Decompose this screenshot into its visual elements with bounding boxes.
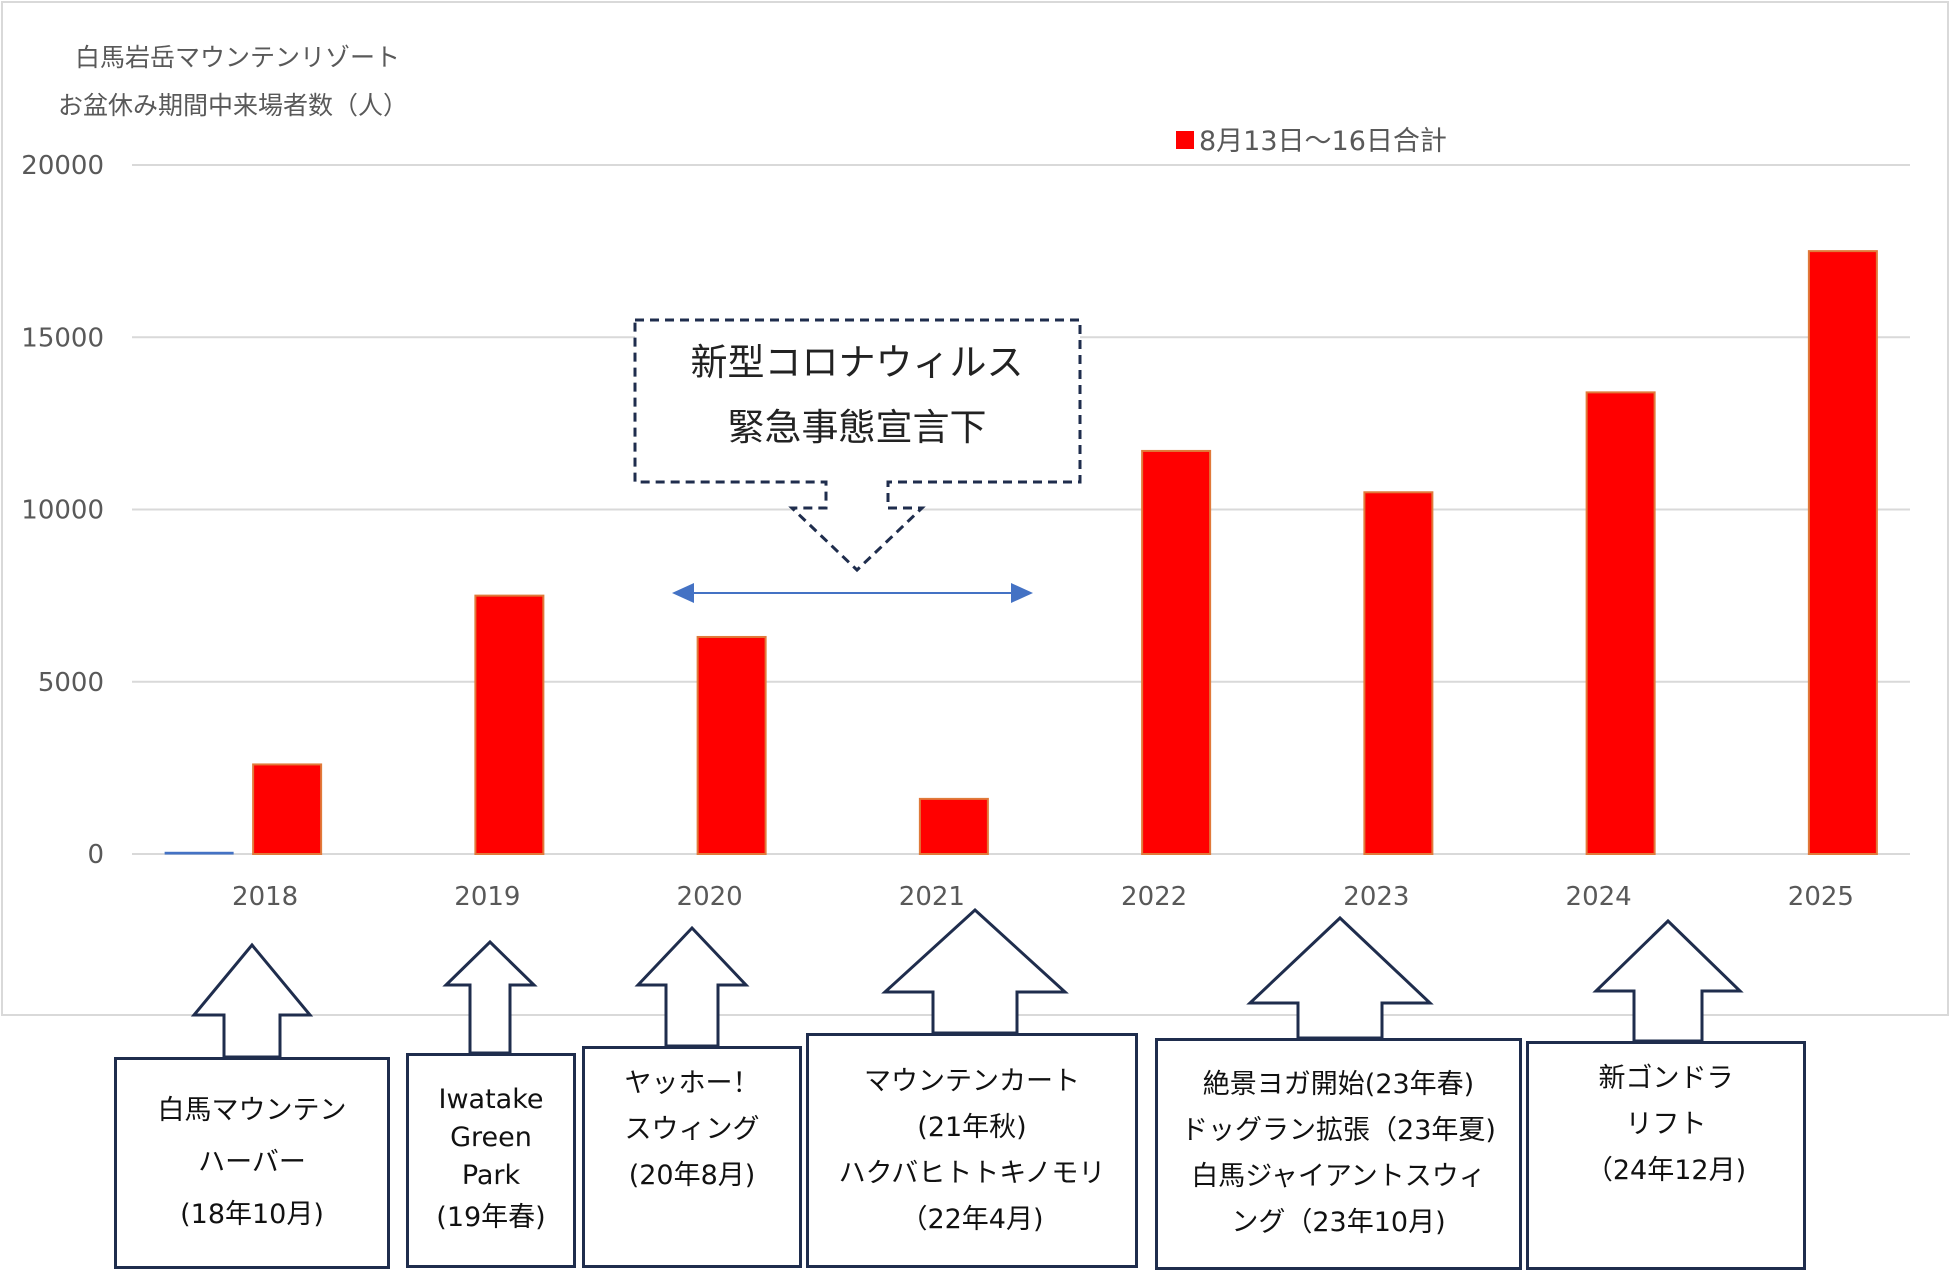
x-tick-label: 2022 [1121, 882, 1187, 912]
event-2018-line-1: 白馬マウンテン [157, 1095, 347, 1126]
event-2021-line-4: （22年4月) [900, 1203, 1044, 1235]
bar-2024-series-1 [1585, 391, 1656, 855]
x-tick-label: 2020 [677, 882, 743, 912]
y-tick-label: 10000 [21, 496, 104, 526]
event-2020-line-2: スウィング [624, 1114, 760, 1145]
x-tick-label: 2025 [1788, 882, 1854, 912]
x-axis-ticks: 2018 2019 2020 2021 2022 2023 2024 2025 [232, 882, 1854, 912]
callout-line-1: 新型コロナウィルス [691, 341, 1024, 384]
covid-range-arrow [672, 583, 1033, 603]
event-2024-line-1: 新ゴンドラ [1598, 1063, 1734, 1094]
event-2021-line-3: ハクバヒトトキノモリ [838, 1157, 1106, 1189]
chart-title-line-2: お盆休み期間中来場者数（人） [58, 91, 408, 120]
bar-2025-series-1 [1807, 250, 1878, 855]
event-2023-line-3: 白馬ジャイアントスウィ [1191, 1161, 1486, 1192]
event-2019-line-1: Iwatake [438, 1083, 544, 1115]
chart-title-line-1: 白馬岩岳マウンテンリゾート [75, 43, 400, 72]
event-box-2019: Iwatake Green Park (19年春) [406, 1053, 576, 1268]
y-tick-label: 20000 [21, 151, 104, 181]
legend-label: 8月13日～16日合計 [1199, 126, 1447, 157]
event-2024-line-3: （24年12月) [1585, 1155, 1747, 1186]
event-2019-line-4: (19年春) [436, 1201, 546, 1233]
bar-2023-series-1 [1363, 491, 1434, 855]
x-tick-label: 2023 [1343, 882, 1409, 912]
event-box-2021: マウンテンカート (21年秋) ハクバヒトトキノモリ （22年4月) [806, 1033, 1138, 1268]
legend-swatch [1176, 131, 1194, 149]
event-2021-line-2: (21年秋) [917, 1111, 1027, 1143]
bar-2019-series-1 [474, 594, 545, 855]
event-box-2018: 白馬マウンテン ハーバー (18年10月) [114, 1057, 390, 1269]
event-2018-line-3: (18年10月) [180, 1199, 324, 1230]
event-2019-line-2: Green [450, 1121, 532, 1153]
bar-2020-series-1 [696, 635, 767, 856]
callout-line-2: 緊急事態宣言下 [728, 406, 987, 449]
event-2021-line-1: マウンテンカート [864, 1065, 1080, 1097]
event-2023-line-2: ドッグラン拡張（23年夏) [1181, 1115, 1496, 1146]
event-2023-line-1: 絶景ヨガ開始(23年春) [1202, 1069, 1475, 1100]
event-2019-line-3: Park [461, 1159, 521, 1191]
bar-2018-series-1 [252, 763, 323, 855]
event-box-2020: ヤッホー！ スウィング (20年8月) [582, 1046, 802, 1268]
bar-2018-series-0 [164, 851, 234, 855]
x-tick-label: 2018 [232, 882, 298, 912]
bars [164, 250, 1878, 856]
bar-2022-series-1 [1141, 449, 1212, 855]
event-2023-line-4: ング（23年10月) [1231, 1207, 1446, 1238]
x-tick-label: 2021 [899, 882, 965, 912]
y-tick-label: 5000 [38, 668, 104, 698]
y-axis-ticks: 0 5000 10000 15000 20000 [21, 151, 104, 870]
covid-callout: 新型コロナウィルス 緊急事態宣言下 [633, 318, 1082, 573]
bar-2021-series-1 [918, 797, 989, 856]
event-box-2023: 絶景ヨガ開始(23年春) ドッグラン拡張（23年夏) 白馬ジャイアントスウィ ン… [1155, 1038, 1522, 1270]
y-tick-label: 15000 [21, 323, 104, 353]
event-2024-line-2: リフト [1625, 1109, 1707, 1140]
x-tick-label: 2024 [1566, 882, 1632, 912]
event-2020-line-3: (20年8月) [628, 1160, 756, 1191]
y-tick-label: 0 [87, 840, 104, 870]
callout-shape [633, 318, 1082, 573]
event-2018-line-2: ハーバー [198, 1147, 306, 1178]
x-tick-label: 2019 [454, 882, 520, 912]
event-2020-line-1: ヤッホー！ [624, 1068, 760, 1099]
event-box-2024: 新ゴンドラ リフト （24年12月) [1526, 1041, 1806, 1270]
